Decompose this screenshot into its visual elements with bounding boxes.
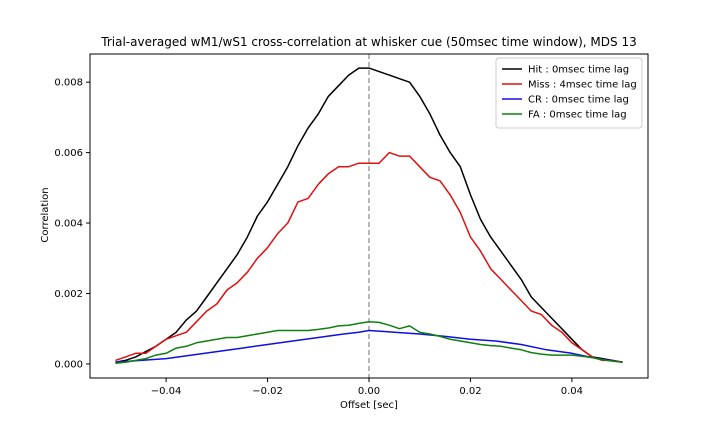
x-tick-label: 0.00 (358, 386, 380, 397)
series-line-3 (115, 320, 623, 364)
y-tick-label: 0.004 (54, 219, 83, 230)
chart-title: Trial-averaged wM1/wS1 cross-correlation… (100, 35, 636, 49)
x-tick-label: 0.04 (561, 386, 583, 397)
legend: Hit : 0msec time lag Miss : 4msec time la… (495, 57, 643, 129)
plot-area: −0.04 −0.02 0.00 0.02 0.04 0.000 0.002 0.004 0.0… (54, 53, 649, 397)
series-line-2 (115, 329, 623, 363)
legend-label-1: Miss : 4msec time lag (528, 80, 637, 91)
legend-label-3: FA : 0msec time lag (528, 110, 627, 121)
legend-box (495, 57, 643, 129)
legend-label-0: Hit : 0msec time lag (528, 65, 629, 76)
y-tick-label: 0.006 (54, 148, 83, 159)
x-tick-label: −0.02 (252, 386, 283, 397)
x-axis-label: Offset [sec] (340, 400, 398, 411)
x-tick-label: 0.02 (459, 386, 481, 397)
y-tick-label: 0.008 (54, 78, 83, 89)
series-line-0 (115, 67, 623, 363)
y-axis-label: Correlation (40, 187, 51, 242)
series-line-1 (115, 151, 623, 363)
y-tick-label: 0.000 (54, 359, 83, 370)
x-tick-label: −0.04 (151, 386, 182, 397)
legend-label-2: CR : 0msec time lag (528, 95, 629, 106)
y-tick-label: 0.002 (54, 289, 83, 300)
